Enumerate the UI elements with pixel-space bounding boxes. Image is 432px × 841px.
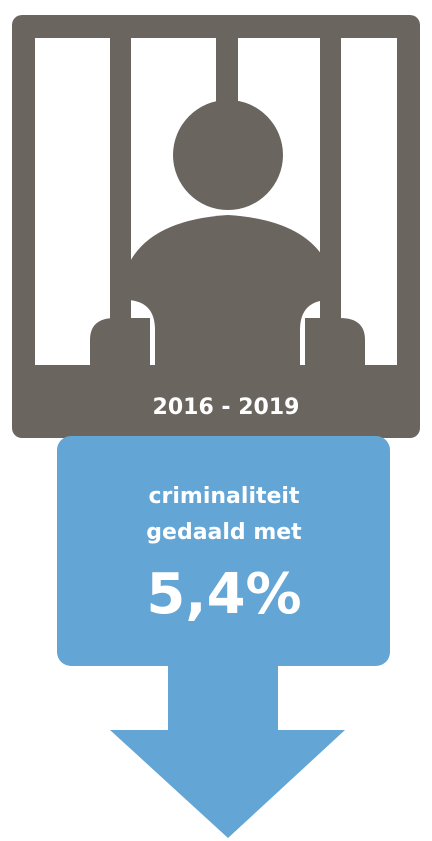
- bar: [110, 38, 131, 365]
- arrow-head: [110, 730, 345, 838]
- bar: [320, 38, 341, 365]
- arrow-stem: [168, 660, 278, 732]
- message-line: gedaald met: [146, 520, 302, 545]
- jail-icon: 2016 - 2019: [12, 15, 420, 438]
- message-line: criminaliteit: [149, 484, 300, 509]
- period: 2016 - 2019: [153, 395, 300, 420]
- arrow-box: [57, 436, 390, 666]
- down-arrow: criminaliteit gedaald met 5,4%: [57, 436, 390, 838]
- bar: [216, 38, 238, 158]
- prisoner-body: [120, 215, 336, 365]
- message-figure: 5,4%: [146, 562, 301, 627]
